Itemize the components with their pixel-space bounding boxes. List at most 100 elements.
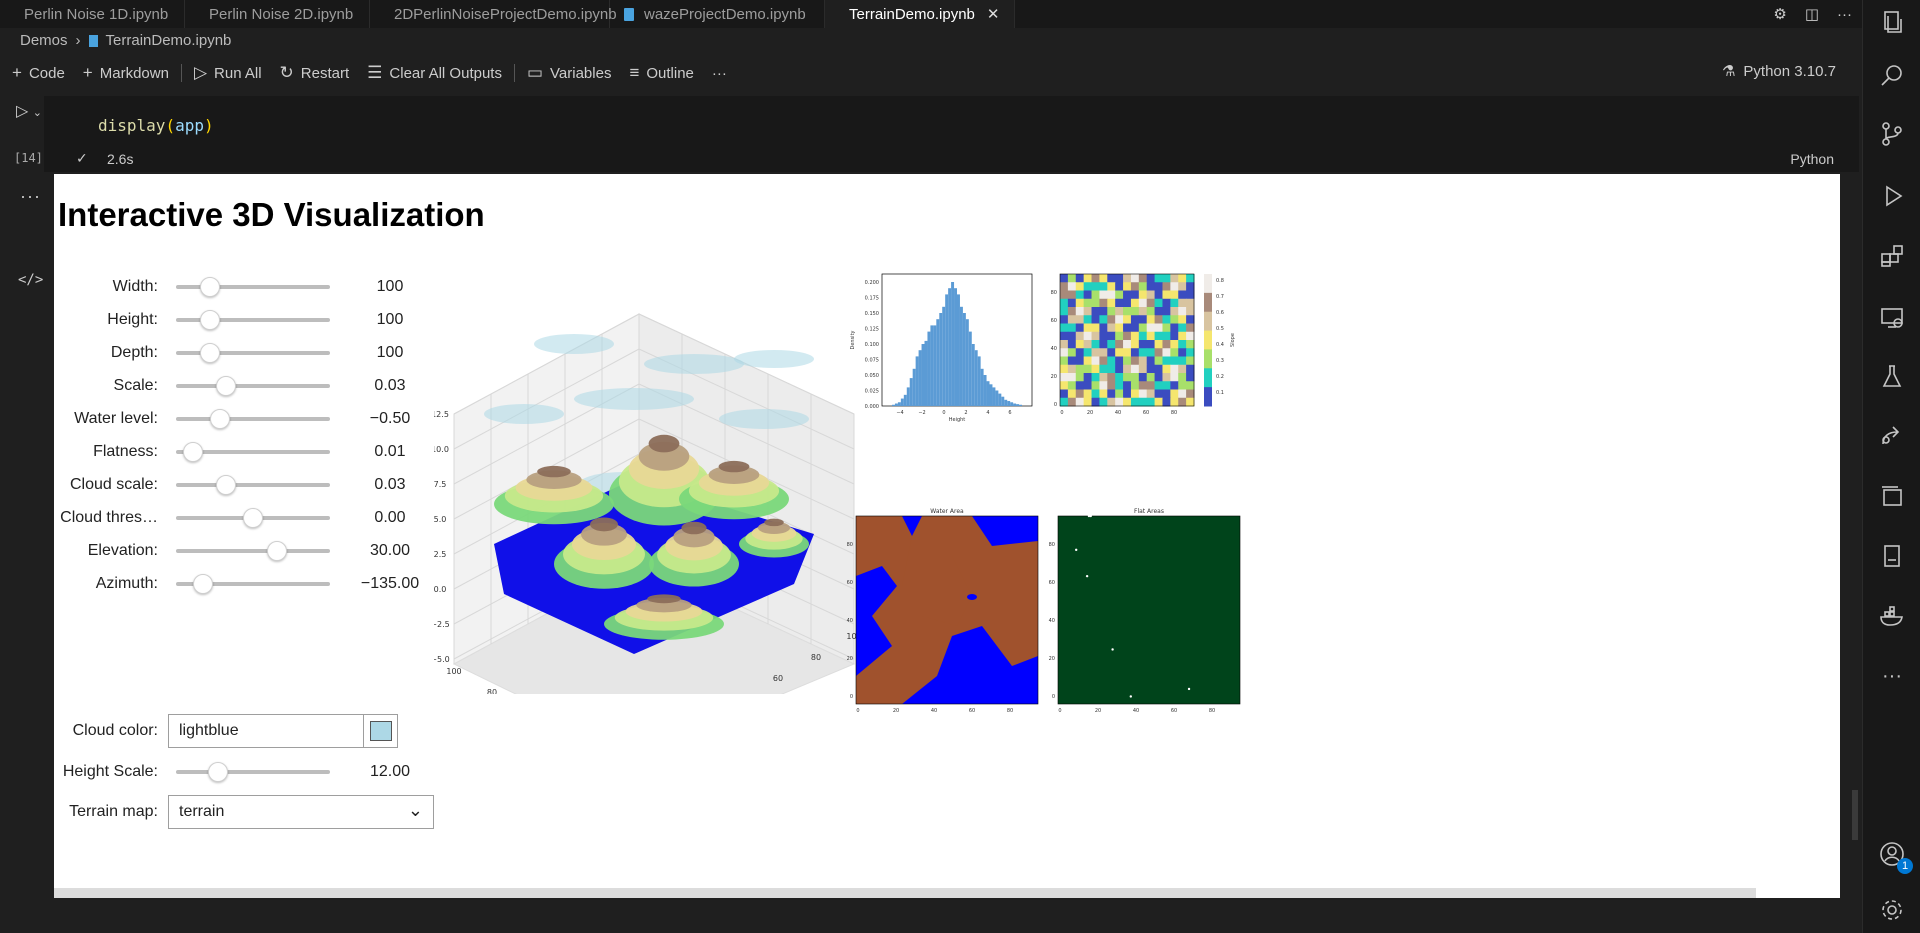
heatmap-cell <box>1154 381 1163 390</box>
settings-gear-icon[interactable]: ⚙ <box>1773 6 1787 23</box>
variables-button[interactable]: ▭ Variables <box>526 63 612 82</box>
hist-bar <box>986 381 990 406</box>
close-icon[interactable]: ✕ <box>986 6 1000 23</box>
heatmap-cell <box>1099 307 1108 316</box>
docker-icon[interactable] <box>1863 594 1920 638</box>
slider-handle[interactable] <box>200 310 221 330</box>
slider-track[interactable] <box>176 343 330 363</box>
slider-track[interactable] <box>176 442 330 462</box>
outline-button[interactable]: ≡ Outline <box>629 63 694 82</box>
breadcrumb-file[interactable]: TerrainDemo.ipynb <box>105 32 232 49</box>
add-code-cell-button[interactable]: + Code <box>12 63 65 82</box>
cloud <box>574 388 694 410</box>
slider-track[interactable] <box>176 508 330 528</box>
x-tick: 40 <box>1133 708 1139 714</box>
run-all-button[interactable]: ▷ Run All <box>193 63 262 82</box>
output-more-icon[interactable]: ··· <box>20 186 41 206</box>
heatmap-cell <box>1170 315 1179 324</box>
live-share-icon[interactable] <box>1863 414 1920 458</box>
flat-point <box>1129 695 1132 698</box>
slider-handle[interactable] <box>216 475 237 495</box>
manage-gear-icon[interactable] <box>1863 888 1920 932</box>
color-picker-button[interactable] <box>363 715 397 747</box>
slider-track[interactable] <box>176 762 330 782</box>
heatmap-cell <box>1107 307 1116 316</box>
heatmap-cell <box>1083 356 1093 366</box>
heatmap-cell <box>1083 274 1093 283</box>
flat-areas-map: Flat Areas 0 20 40 60 80 80 60 40 20 0 <box>1049 508 1241 714</box>
slider-track[interactable] <box>176 409 330 429</box>
heatmap-cell <box>1170 307 1179 316</box>
kernel-picker[interactable]: ⚗ Python 3.10.7 <box>1721 62 1836 81</box>
search-icon[interactable] <box>1863 54 1920 98</box>
slider-handle[interactable] <box>200 277 221 297</box>
x-tick: 0 <box>942 410 945 416</box>
slider-handle[interactable] <box>243 508 263 528</box>
slider-track[interactable] <box>176 310 330 330</box>
slider-track[interactable] <box>176 541 330 561</box>
slider-handle[interactable] <box>200 343 221 363</box>
slider-handle[interactable] <box>182 442 203 462</box>
split-editor-icon[interactable]: ◫ <box>1804 6 1819 23</box>
source-control-icon[interactable] <box>1863 112 1920 156</box>
slider-handle[interactable] <box>193 574 214 594</box>
heatmap-cell <box>1170 340 1179 349</box>
heatmap-cell <box>1107 323 1116 333</box>
accounts-icon[interactable]: 1 <box>1863 832 1920 876</box>
more-actions-icon[interactable]: ··· <box>1837 5 1852 23</box>
add-markdown-cell-button[interactable]: + Markdown <box>82 63 169 82</box>
slider-track[interactable] <box>176 475 330 495</box>
output-code-icon[interactable]: </> <box>18 272 44 288</box>
horizontal-scrollbar[interactable] <box>54 888 1756 898</box>
toolbar-more-button[interactable]: ··· <box>711 64 727 82</box>
chart-title: Flat Areas <box>1134 508 1164 515</box>
tab-4[interactable]: TerrainDemo.ipynb ✕ <box>825 0 1015 28</box>
tab-2[interactable]: 2DPerlinNoiseProjectDemo.ipynb <box>370 0 617 28</box>
scrollbar-thumb[interactable] <box>1852 790 1858 840</box>
tab-1[interactable]: Perlin Noise 2D.ipynb <box>185 0 370 28</box>
more-views-icon[interactable]: ··· <box>1882 664 1902 687</box>
heatmap-cell <box>1099 282 1108 291</box>
run-cell-button[interactable]: ▷ ⌄ <box>16 103 42 120</box>
tabs-panel-icon[interactable] <box>1863 474 1920 518</box>
heatmap-cell <box>1186 356 1195 366</box>
run-debug-icon[interactable] <box>1863 174 1920 218</box>
hist-bar <box>942 306 946 406</box>
notebook-icon[interactable] <box>1863 534 1920 578</box>
explorer-icon[interactable] <box>1863 0 1920 44</box>
slider-track[interactable] <box>176 277 330 297</box>
remote-explorer-icon[interactable] <box>1863 296 1920 340</box>
heatmap-cell <box>1083 290 1093 300</box>
cloud-color-input[interactable]: lightblue <box>168 714 398 748</box>
heatmap-cell <box>1162 331 1171 341</box>
slider-handle[interactable] <box>216 376 237 396</box>
slider-track[interactable] <box>176 574 330 594</box>
slider-1: Height: 100 <box>54 304 434 336</box>
hist-bar <box>959 306 963 406</box>
toolbar-divider <box>513 64 515 82</box>
slider-track[interactable] <box>176 376 330 396</box>
slider-handle[interactable] <box>267 541 288 561</box>
code-cell[interactable] <box>44 96 1859 172</box>
slider-handle[interactable] <box>209 409 230 429</box>
heatmap-cell <box>1060 373 1069 382</box>
testing-flask-icon[interactable] <box>1863 354 1920 398</box>
heatmap-cell <box>1178 282 1187 291</box>
heatmap-cell <box>1091 331 1100 341</box>
heatmap-cell <box>1115 331 1124 341</box>
terrain-map-select[interactable]: terrain ⌄ <box>168 795 434 829</box>
restart-button[interactable]: ↻ Restart <box>279 63 350 82</box>
clear-outputs-button[interactable]: ☰ Clear All Outputs <box>367 63 502 82</box>
breadcrumb-folder[interactable]: Demos <box>20 32 68 49</box>
terrain-contour <box>648 434 680 453</box>
heatmap-cell <box>1178 381 1187 390</box>
y-tick: 0.125 <box>865 327 879 333</box>
cell-source[interactable]: display(app) <box>98 116 214 135</box>
extensions-icon[interactable] <box>1863 234 1920 278</box>
tab-0[interactable]: Perlin Noise 1D.ipynb <box>0 0 185 28</box>
cell-language[interactable]: Python <box>1790 151 1834 167</box>
slider-handle[interactable] <box>208 762 229 782</box>
tab-3[interactable]: wazeProjectDemo.ipynb <box>610 0 825 28</box>
heatmap-cell <box>1186 307 1195 316</box>
heatmap-cell <box>1091 298 1100 308</box>
